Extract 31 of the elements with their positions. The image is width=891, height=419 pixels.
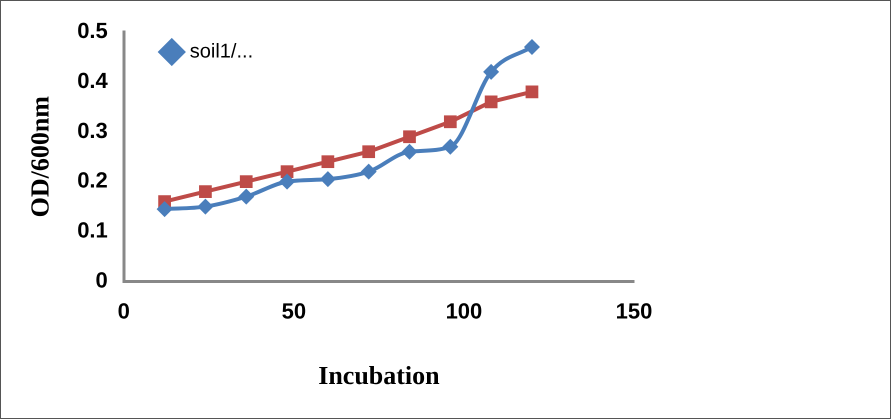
x-tick-label: 0 — [118, 298, 130, 324]
legend-label: soil1/... — [190, 40, 254, 63]
y-tick-label: 0 — [96, 267, 108, 292]
y-tick-label: 0.5 — [77, 18, 108, 44]
x-tick-label: 100 — [446, 298, 482, 324]
point — [402, 144, 418, 160]
point — [403, 130, 416, 144]
point — [360, 164, 377, 180]
point — [483, 64, 500, 80]
point — [362, 145, 376, 158]
y-axis-title: OD/600nm — [25, 96, 54, 218]
point — [322, 155, 334, 168]
x-tick-label: 150 — [616, 298, 652, 324]
point — [320, 171, 336, 188]
point — [199, 185, 212, 198]
point — [156, 201, 173, 218]
point — [279, 174, 296, 190]
y-tick-label: 0.4 — [77, 68, 109, 93]
point — [444, 115, 457, 128]
y-tick-label: 0.3 — [77, 118, 108, 143]
y-tick-label: 0.1 — [77, 218, 108, 243]
point — [442, 138, 458, 155]
y-tick-label: 0.2 — [77, 168, 108, 193]
x-axis-title: Incubation — [318, 361, 440, 390]
x-tick-label: 50 — [282, 298, 306, 324]
point — [238, 188, 254, 205]
point — [240, 175, 253, 188]
point — [197, 198, 214, 215]
point — [484, 95, 498, 108]
point — [524, 38, 540, 55]
point — [526, 85, 538, 98]
